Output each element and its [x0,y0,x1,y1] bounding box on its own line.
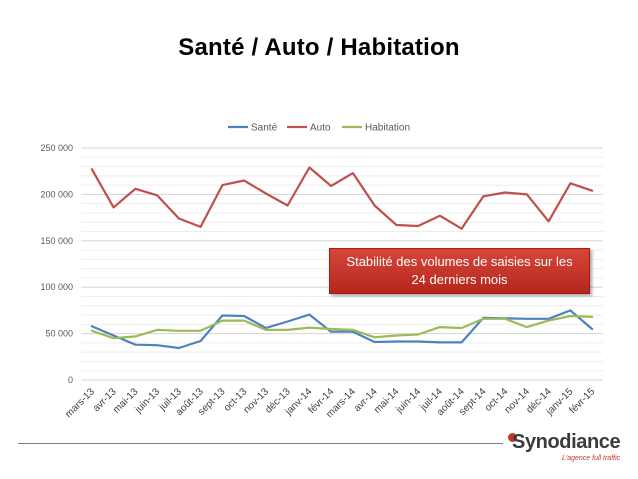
footer-divider [18,443,503,444]
page-title: Santé / Auto / Habitation [178,34,460,61]
x-tick-label: juin-13 [133,386,163,416]
x-tick-label: mars-13 [63,386,97,420]
y-tick-label: 0 [68,375,73,385]
x-tick-label: févr-15 [567,386,597,416]
series-line [90,309,594,350]
y-tick-label: 200 000 [40,189,73,199]
legend-label: Habitation [365,123,410,134]
legend-label: Auto [310,123,331,134]
brand-name: Synodiance [512,431,621,453]
line-chart: 0 50 000 100 000 150 000 200 000 250 000 mars-… [40,123,603,420]
brand-tagline: L'agence full traffic [562,455,621,462]
y-tick-label: 100 000 [40,282,73,292]
y-tick-label: 150 000 [40,236,73,246]
brand-logo: Synodiance L'agence full traffic [508,431,630,465]
synodiance-logo-icon [508,433,517,442]
series-line [90,314,594,340]
annotation-callout: Stabilité des volumes de saisies sur les… [329,248,590,294]
annotation-text: Stabilité des volumes de saisies sur les… [346,254,573,287]
legend-label: Santé [251,123,278,134]
y-tick-label: 50 000 [45,329,73,339]
series-line [90,166,594,230]
y-tick-label: 250 000 [40,143,73,153]
x-tick-label: juin-14 [394,386,424,416]
